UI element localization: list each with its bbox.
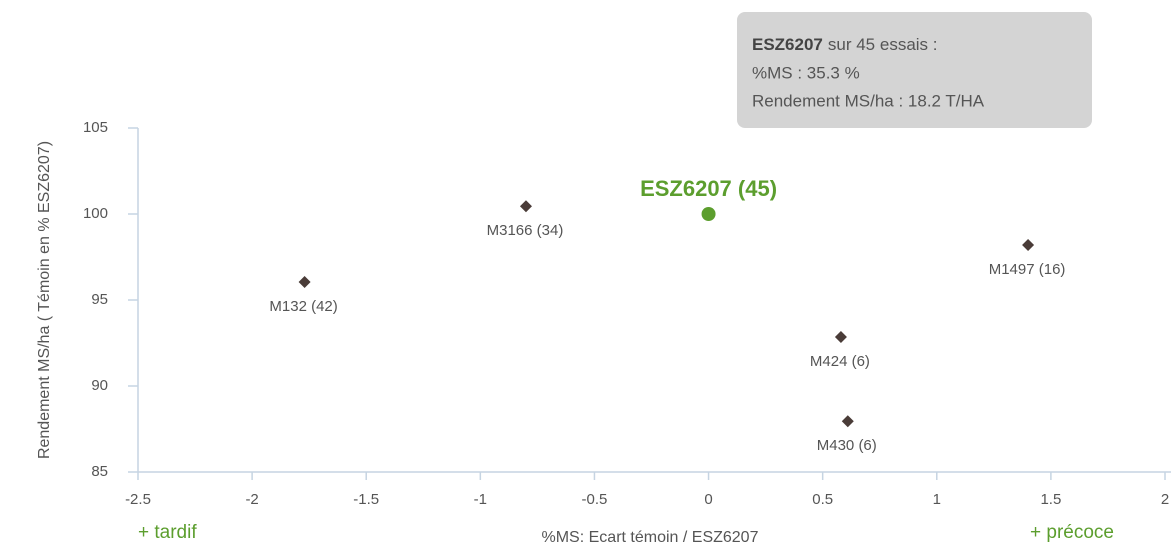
tooltip-bold: ESZ6207 xyxy=(752,35,823,54)
x-tick-label: 1.5 xyxy=(1040,491,1061,508)
x-tick-label: 0 xyxy=(704,491,712,508)
x-tick-label: -1.5 xyxy=(353,491,379,508)
y-tick-label: 90 xyxy=(91,377,108,394)
reference-point xyxy=(701,207,716,221)
point xyxy=(298,275,311,288)
x-tick-label: -2 xyxy=(245,491,258,508)
reference-label: ESZ6207 (45) xyxy=(640,176,777,201)
y-tick-label: 95 xyxy=(91,291,108,308)
tooltip-box xyxy=(737,12,1092,128)
x-tick-label: -0.5 xyxy=(582,491,608,508)
annotation-right: + précoce xyxy=(1030,522,1114,543)
x-tick-label: -1 xyxy=(474,491,487,508)
x-tick-label: 1 xyxy=(933,491,941,508)
point xyxy=(1022,238,1035,251)
point xyxy=(834,330,847,343)
annotation-left: + tardif xyxy=(138,522,197,543)
tooltip-line: Rendement MS/ha : 18.2 T/HA xyxy=(752,91,985,110)
y-tick-label: 85 xyxy=(91,463,108,480)
point xyxy=(841,415,854,428)
tooltip-line: ESZ6207 sur 45 essais : xyxy=(752,35,938,54)
point-label: M424 (6) xyxy=(810,353,870,370)
x-tick-label: 0.5 xyxy=(812,491,833,508)
tooltip-text: sur 45 essais : xyxy=(828,35,938,54)
x-tick-label: -2.5 xyxy=(125,491,151,508)
point xyxy=(519,200,532,213)
point-label: M132 (42) xyxy=(269,298,337,315)
x-tick-label: 2 xyxy=(1161,491,1169,508)
x-axis-title: %MS: Ecart témoin / ESZ6207 xyxy=(542,529,759,546)
point-label: M3166 (34) xyxy=(487,222,564,239)
y-axis-title: Rendement MS/ha ( Témoin en % ESZ6207) xyxy=(36,141,53,459)
y-tick-label: 100 xyxy=(83,205,108,222)
y-tick-label: 105 xyxy=(83,119,108,136)
point-label: M1497 (16) xyxy=(989,261,1066,278)
tooltip-line: %MS : 35.3 % xyxy=(752,63,860,82)
point-label: M430 (6) xyxy=(817,437,877,454)
